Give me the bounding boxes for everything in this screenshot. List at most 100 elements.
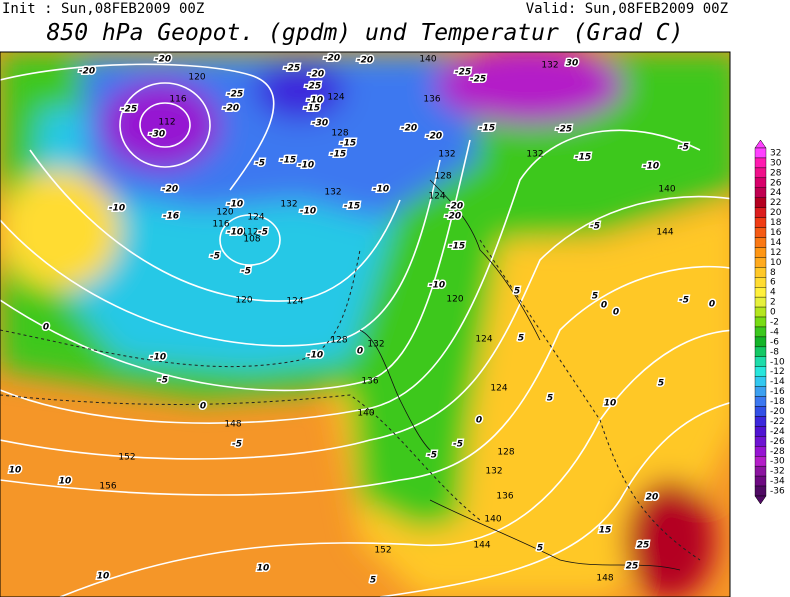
map-frame <box>0 51 731 597</box>
colorbar-swatch <box>754 237 767 248</box>
colorbar-label: 0 <box>770 308 776 318</box>
geopotential-label: 132 <box>367 340 384 350</box>
colorbar-swatch <box>754 396 767 407</box>
temperature-label: 0 <box>613 308 619 318</box>
colorbar-swatch <box>754 147 767 159</box>
temperature-label: 10 <box>9 466 22 476</box>
colorbar-label: -10 <box>770 357 785 367</box>
geopotential-label: 116 <box>169 95 186 105</box>
temperature-label: -10 <box>298 161 314 171</box>
colorbar-label: -8 <box>770 347 779 357</box>
colorbar-label: 6 <box>770 278 776 288</box>
colorbar-swatch <box>754 465 767 477</box>
colorbar-swatch <box>754 227 767 238</box>
geopotential-label: 132 <box>541 61 558 71</box>
geopotential-label: 132 <box>438 150 455 160</box>
warm-core-southeast <box>625 480 715 597</box>
contour <box>0 265 730 496</box>
cold-core-center <box>255 60 345 120</box>
contour <box>0 159 441 347</box>
geopotential-label: 128 <box>434 172 451 182</box>
colorbar-swatch <box>754 167 767 179</box>
colorbar-label: -6 <box>770 337 779 347</box>
colorbar-swatch <box>754 197 767 208</box>
contour <box>0 195 730 460</box>
geopotential-label: 120 <box>216 208 233 218</box>
geopotential-label: 136 <box>361 377 378 387</box>
colorbar-label: 4 <box>770 288 776 298</box>
colorbar-label: 10 <box>770 258 782 268</box>
geopotential-label: 132 <box>324 188 341 198</box>
valid-time: Valid: Sun,08FEB2009 00Z <box>526 1 728 17</box>
geopotential-label: 112 <box>158 118 175 128</box>
geopotential-label: 112 <box>241 228 258 238</box>
temperature-label: -5 <box>255 159 265 169</box>
colorbar-label: 30 <box>770 158 782 168</box>
geopotential-label: 144 <box>473 541 490 551</box>
temperature-label: -20 <box>223 104 239 114</box>
colorbar-label: 8 <box>770 268 776 278</box>
temperature-label: -5 <box>590 222 600 232</box>
colorbar-label: 12 <box>770 248 781 258</box>
temperature-label: -15 <box>344 202 360 212</box>
colorbar-label: -22 <box>770 417 785 427</box>
geopotential-label: 124 <box>247 213 264 223</box>
colorbar-swatch <box>754 416 767 427</box>
temperature-label: -10 <box>109 204 125 214</box>
isotherm <box>479 239 701 561</box>
temperature-label: 0 <box>200 402 206 412</box>
contour <box>119 82 211 168</box>
colorbar-label: -4 <box>770 327 779 337</box>
temperature-label: -10 <box>643 162 659 172</box>
temperature-label: -5 <box>427 451 437 461</box>
geopotential-label: 140 <box>419 55 436 65</box>
temperature-label: 0 <box>476 416 482 426</box>
coastlines <box>359 179 681 571</box>
colorbar-swatch <box>754 287 767 298</box>
colorbar-label: 16 <box>770 228 782 238</box>
geopotential-label: 136 <box>423 95 440 105</box>
temperature-label: -25 <box>121 105 137 115</box>
colorbar-swatch <box>754 296 767 308</box>
temperature-label: -10 <box>373 185 389 195</box>
temperature-label: -15 <box>280 156 296 166</box>
temperature-label: 5 <box>592 292 598 302</box>
temperature-field <box>0 52 730 597</box>
contour-labels: 120 116 112 124 128 136 140 132 132 128 124 132 132 1… <box>7 52 716 587</box>
temperature-label: 5 <box>518 334 524 344</box>
colorbar-swatch <box>754 356 767 367</box>
temperature-label: -20 <box>447 202 463 212</box>
geopotential-label: 132 <box>526 150 543 160</box>
temperature-label: -15 <box>449 242 465 252</box>
colorbar-label: 26 <box>770 178 782 188</box>
colorbar-label: -2 <box>770 318 779 328</box>
colorbar-swatch <box>754 277 767 288</box>
temperature-label: -15 <box>479 124 495 134</box>
geopotential-label: 144 <box>656 228 673 238</box>
temperature-label: 10 <box>604 399 617 409</box>
geopotential-label: 120 <box>235 296 252 306</box>
temperature-label: -5 <box>679 296 689 306</box>
contour <box>0 129 701 424</box>
temperature-label: -15 <box>575 153 591 163</box>
geopotential-label: 124 <box>490 384 507 394</box>
temperature-label: 0 <box>357 347 363 357</box>
colorbar-label: -18 <box>770 397 785 407</box>
temperature-label: -20 <box>162 185 178 195</box>
geopotential-label: 120 <box>446 295 463 305</box>
colorbar-swatch <box>754 247 767 258</box>
temperature-label: 5 <box>537 544 543 554</box>
geopotential-label: 124 <box>327 93 344 103</box>
coastline <box>359 329 431 451</box>
temperature-label: 10 <box>257 564 270 574</box>
temperature-label: -15 <box>340 139 356 149</box>
geopotential-label: 140 <box>484 515 501 525</box>
geopotential-label: 128 <box>497 448 514 458</box>
temperature-label: -20 <box>426 132 442 142</box>
temperature-label: -5 <box>679 143 689 153</box>
colorbar-label: 2 <box>770 298 776 308</box>
colorbar: 32302826242220181614121086420-2-4-6-8-10… <box>754 139 785 505</box>
colorbar-swatch <box>754 257 767 268</box>
colorbar-label: 28 <box>770 168 782 178</box>
